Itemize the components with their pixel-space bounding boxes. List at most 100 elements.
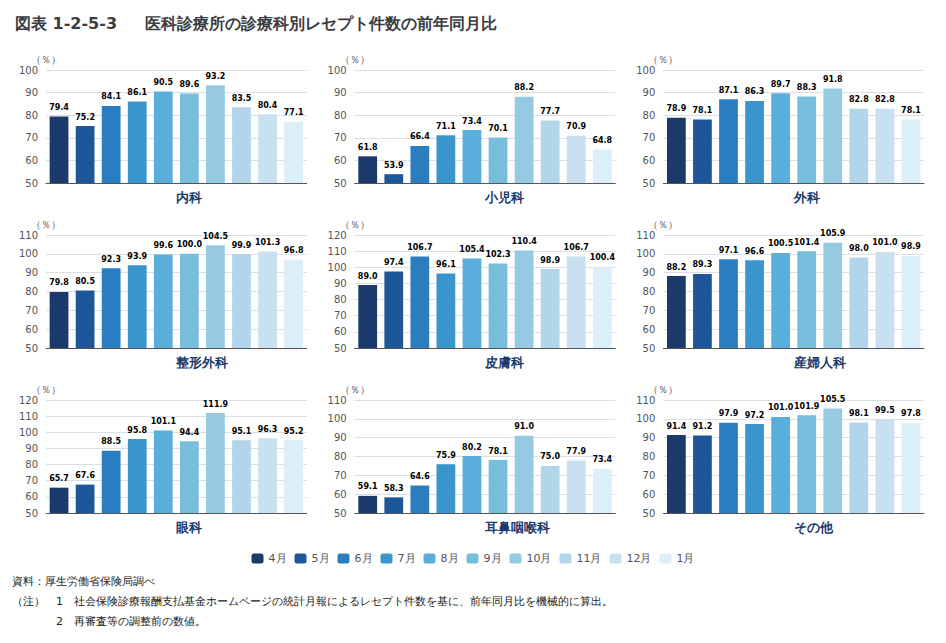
svg-text:90: 90: [643, 432, 656, 443]
svg-text:4月: 4月: [269, 552, 287, 565]
svg-text:120: 120: [328, 230, 347, 241]
svg-text:50: 50: [643, 343, 656, 354]
svg-text:60: 60: [334, 155, 347, 166]
svg-text:105.5: 105.5: [820, 395, 846, 404]
svg-text:70: 70: [334, 132, 347, 143]
svg-text:97.8: 97.8: [901, 409, 921, 418]
svg-text:64.6: 64.6: [410, 472, 430, 481]
svg-text:80: 80: [25, 110, 38, 121]
svg-text:70: 70: [643, 470, 656, 481]
svg-text:80: 80: [643, 110, 656, 121]
svg-text:98.0: 98.0: [849, 244, 869, 253]
svg-text:100: 100: [328, 262, 347, 273]
svg-text:100.5: 100.5: [768, 239, 794, 248]
svg-text:89.7: 89.7: [771, 80, 791, 89]
svg-text:50: 50: [25, 343, 38, 354]
svg-text:60: 60: [25, 155, 38, 166]
svg-text:70: 70: [334, 310, 347, 321]
svg-text:90: 90: [334, 432, 347, 443]
svg-text:96.8: 96.8: [284, 246, 304, 255]
svg-text:70: 70: [25, 475, 38, 486]
svg-text:82.8: 82.8: [875, 95, 895, 104]
svg-text:110: 110: [636, 230, 655, 241]
svg-text:86.1: 86.1: [127, 88, 147, 97]
svg-text:80: 80: [643, 451, 656, 462]
svg-text:75.9: 75.9: [436, 451, 456, 460]
svg-text:（注） 1 社会保険診療報酬支払基金ホームページの統計月報に: （注） 1 社会保険診療報酬支払基金ホームページの統計月報によるレセプト件数を基…: [12, 595, 613, 608]
svg-text:100: 100: [19, 65, 38, 76]
svg-text:78.1: 78.1: [488, 447, 508, 456]
svg-text:97.1: 97.1: [719, 246, 739, 255]
svg-text:87.1: 87.1: [719, 86, 739, 95]
svg-text:100: 100: [19, 427, 38, 438]
svg-text:80: 80: [25, 459, 38, 470]
svg-text:67.6: 67.6: [75, 471, 95, 480]
svg-text:90: 90: [643, 87, 656, 98]
svg-text:皮膚科: 皮膚科: [484, 355, 524, 370]
svg-text:50: 50: [25, 178, 38, 189]
svg-text:101.0: 101.0: [872, 238, 898, 247]
svg-text:88.5: 88.5: [101, 437, 121, 446]
svg-text:（％）: （％）: [648, 219, 678, 230]
svg-text:内科: 内科: [176, 190, 202, 205]
svg-text:50: 50: [643, 508, 656, 519]
svg-text:産婦人科: 産婦人科: [793, 355, 846, 370]
svg-text:79.4: 79.4: [49, 103, 69, 112]
svg-text:80.4: 80.4: [258, 101, 278, 110]
svg-text:91.0: 91.0: [514, 422, 534, 431]
svg-text:95.8: 95.8: [127, 426, 147, 435]
svg-text:70: 70: [643, 305, 656, 316]
svg-text:97.4: 97.4: [384, 258, 404, 267]
svg-text:50: 50: [334, 178, 347, 189]
svg-text:9月: 9月: [484, 552, 502, 565]
svg-text:83.5: 83.5: [232, 94, 252, 103]
svg-text:整形外科: 整形外科: [175, 355, 228, 370]
svg-text:111.9: 111.9: [203, 400, 229, 409]
svg-text:110: 110: [328, 246, 347, 257]
svg-text:98.9: 98.9: [540, 256, 560, 265]
svg-text:95.1: 95.1: [232, 427, 252, 436]
svg-text:（％）: （％）: [648, 384, 678, 395]
svg-text:90: 90: [334, 278, 347, 289]
svg-text:2 再審査等の調整前の数値。: 2 再審査等の調整前の数値。: [12, 615, 206, 628]
svg-text:100: 100: [328, 413, 347, 424]
svg-text:73.4: 73.4: [592, 455, 612, 464]
svg-text:59.1: 59.1: [358, 482, 378, 491]
svg-text:（％）: （％）: [340, 384, 370, 395]
svg-text:70.9: 70.9: [566, 122, 586, 131]
svg-text:12月: 12月: [626, 552, 651, 565]
svg-text:73.4: 73.4: [462, 117, 482, 126]
svg-text:80: 80: [643, 286, 656, 297]
svg-text:10月: 10月: [527, 552, 552, 565]
svg-text:78.1: 78.1: [901, 106, 921, 115]
svg-text:80.5: 80.5: [75, 277, 95, 286]
svg-text:79.8: 79.8: [49, 278, 69, 287]
svg-text:64.8: 64.8: [592, 136, 612, 145]
svg-text:60: 60: [25, 324, 38, 335]
svg-text:77.9: 77.9: [566, 447, 586, 456]
svg-text:（％）: （％）: [340, 54, 370, 65]
svg-text:89.0: 89.0: [358, 272, 378, 281]
svg-text:80: 80: [25, 286, 38, 297]
svg-text:60: 60: [643, 324, 656, 335]
svg-text:105.4: 105.4: [459, 245, 485, 254]
svg-text:図表 1-2-5-3: 図表 1-2-5-3: [15, 14, 117, 33]
svg-text:1月: 1月: [676, 552, 694, 565]
svg-text:88.2: 88.2: [666, 263, 686, 272]
svg-text:91.2: 91.2: [693, 422, 713, 431]
svg-text:99.5: 99.5: [875, 406, 895, 415]
svg-text:60: 60: [643, 489, 656, 500]
svg-text:70: 70: [643, 132, 656, 143]
svg-text:小児科: 小児科: [484, 190, 524, 205]
svg-text:91.4: 91.4: [666, 422, 686, 431]
svg-text:70: 70: [25, 305, 38, 316]
svg-text:66.4: 66.4: [410, 132, 430, 141]
svg-text:100: 100: [328, 65, 347, 76]
svg-text:眼科: 眼科: [176, 520, 202, 535]
svg-text:77.1: 77.1: [284, 108, 304, 117]
svg-text:110.4: 110.4: [511, 237, 537, 246]
svg-text:50: 50: [334, 508, 347, 519]
svg-text:（％）: （％）: [648, 54, 678, 65]
svg-text:106.7: 106.7: [564, 243, 589, 252]
svg-text:105.9: 105.9: [820, 229, 846, 238]
